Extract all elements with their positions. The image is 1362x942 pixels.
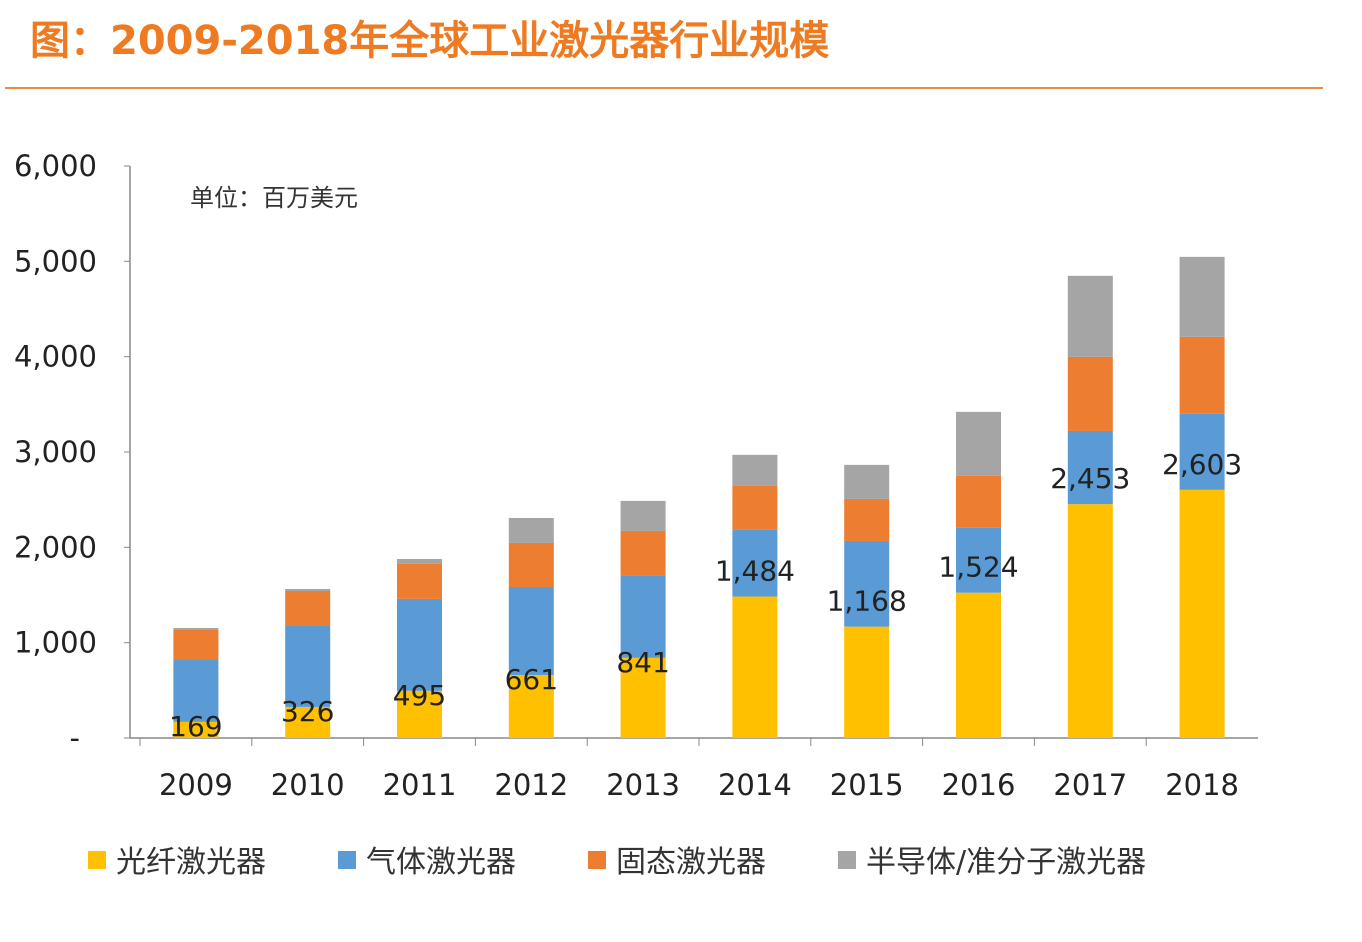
title-divider — [5, 87, 1323, 89]
bar-segment-2010-2 — [285, 590, 331, 626]
bar-segment-2017-0 — [1067, 504, 1113, 738]
x-tick-label: 2015 — [830, 768, 904, 802]
x-tick-label: 2017 — [1053, 768, 1127, 802]
bar-segment-2014-3 — [732, 454, 778, 486]
bar-segment-2013-3 — [620, 500, 666, 531]
bar-segment-2013-1 — [620, 575, 666, 658]
bar-segment-2009-0 — [173, 721, 219, 738]
bar-segment-2011-3 — [397, 558, 442, 564]
unit-note: 单位：百万美元 — [190, 184, 358, 212]
bar-segment-2012-0 — [508, 674, 554, 738]
bar-segment-2012-1 — [508, 586, 554, 675]
bar-segment-2017-2 — [1067, 356, 1113, 431]
bar-segment-2014-2 — [732, 485, 778, 530]
x-tick-label: 2018 — [1165, 768, 1239, 802]
bar-segment-2018-3 — [1179, 256, 1225, 337]
chart-title: 图：2009-2018年全球工业激光器行业规模 — [30, 18, 830, 64]
legend-swatch — [838, 851, 856, 869]
data-label: 326 — [281, 695, 334, 728]
bar-segment-2015-1 — [844, 540, 890, 627]
y-tick-label: 1,000 — [14, 626, 97, 660]
x-tick-label: 2009 — [159, 768, 233, 802]
legend-label: 半导体/准分子激光器 — [866, 845, 1146, 880]
bar-segment-2009-2 — [173, 629, 219, 661]
bar-segment-2017-3 — [1067, 275, 1113, 357]
bar-segment-2015-3 — [844, 464, 890, 499]
bar-segment-2015-0 — [844, 626, 890, 738]
y-tick-label: 4,000 — [14, 340, 97, 374]
data-label: 2,603 — [1162, 448, 1242, 481]
data-label: 841 — [616, 646, 669, 679]
bar-segment-2016-2 — [956, 475, 1001, 528]
bar-segment-2011-1 — [397, 598, 442, 691]
bar-segment-2013-2 — [620, 530, 666, 576]
bar-segment-2016-1 — [956, 527, 1001, 593]
legend-swatch — [588, 851, 606, 869]
bar-segment-2015-2 — [844, 498, 890, 541]
bar-segment-2010-1 — [285, 625, 331, 707]
bar-segment-2016-0 — [956, 592, 1001, 738]
x-tick-label: 2010 — [271, 768, 345, 802]
legend-label: 光纤激光器 — [116, 845, 266, 880]
data-label: 1,484 — [715, 555, 795, 588]
x-tick-label: 2011 — [383, 768, 457, 802]
bar-segment-2009-1 — [173, 660, 219, 722]
bar-segment-2010-0 — [285, 706, 331, 738]
bar-segment-2012-3 — [508, 517, 554, 543]
bar-segment-2017-1 — [1067, 430, 1113, 505]
bar-segment-2014-0 — [732, 596, 778, 738]
bar-segment-2011-2 — [397, 563, 442, 599]
y-tick-label: 2,000 — [14, 530, 97, 564]
bar-segment-2018-1 — [1179, 413, 1225, 490]
data-label: 661 — [505, 663, 558, 696]
data-label: 1,168 — [827, 585, 907, 618]
bar-segment-2009-3 — [173, 627, 219, 630]
legend-label: 固态激光器 — [616, 845, 766, 880]
bar-segment-2011-0 — [397, 690, 442, 738]
bar-segment-2012-2 — [508, 542, 554, 587]
y-tick-label: 6,000 — [14, 149, 97, 183]
legend-label: 气体激光器 — [366, 845, 516, 880]
x-tick-label: 2012 — [494, 768, 568, 802]
x-tick-label: 2014 — [718, 768, 792, 802]
legend-swatch — [338, 851, 356, 869]
bar-segment-2010-3 — [285, 588, 331, 591]
data-label: 495 — [393, 679, 446, 712]
y-tick-label: 3,000 — [14, 435, 97, 469]
x-tick-label: 2016 — [942, 768, 1016, 802]
bar-segment-2018-0 — [1179, 489, 1225, 738]
y-tick-label: - — [70, 721, 80, 755]
bar-segment-2018-2 — [1179, 336, 1225, 414]
legend-swatch — [88, 851, 106, 869]
y-tick-label: 5,000 — [14, 244, 97, 278]
bar-segment-2013-0 — [620, 657, 666, 738]
bar-segment-2014-1 — [732, 529, 778, 597]
x-tick-label: 2013 — [606, 768, 680, 802]
data-label: 169 — [169, 710, 222, 743]
data-label: 1,524 — [938, 551, 1018, 584]
bar-segment-2016-3 — [956, 411, 1001, 476]
data-label: 2,453 — [1050, 462, 1130, 495]
